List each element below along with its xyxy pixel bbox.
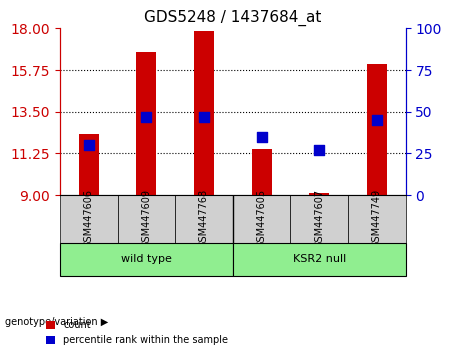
Point — [258, 134, 266, 139]
Text: GSM447607: GSM447607 — [314, 189, 324, 249]
Text: KSR2 null: KSR2 null — [293, 255, 346, 264]
FancyBboxPatch shape — [60, 195, 118, 243]
Text: GSM447749: GSM447749 — [372, 189, 382, 249]
Title: GDS5248 / 1437684_at: GDS5248 / 1437684_at — [144, 9, 321, 25]
FancyBboxPatch shape — [348, 195, 406, 243]
Bar — [367, 64, 387, 195]
Point — [200, 114, 207, 120]
FancyBboxPatch shape — [118, 195, 175, 243]
Point — [142, 114, 150, 120]
Text: GSM447609: GSM447609 — [142, 189, 151, 249]
FancyBboxPatch shape — [290, 195, 348, 243]
Bar — [79, 134, 99, 195]
FancyBboxPatch shape — [233, 195, 290, 243]
Text: wild type: wild type — [121, 255, 172, 264]
Bar — [309, 193, 329, 195]
Point — [315, 147, 323, 153]
Text: genotype/variation ▶: genotype/variation ▶ — [5, 317, 108, 327]
Text: GSM447768: GSM447768 — [199, 189, 209, 249]
Point — [373, 117, 381, 123]
Bar — [194, 31, 214, 195]
FancyBboxPatch shape — [60, 243, 233, 276]
FancyBboxPatch shape — [175, 195, 233, 243]
FancyBboxPatch shape — [233, 243, 406, 276]
Bar — [136, 52, 156, 195]
Text: GSM447606: GSM447606 — [84, 189, 94, 249]
Legend: count, percentile rank within the sample: count, percentile rank within the sample — [42, 316, 232, 349]
Bar — [252, 149, 272, 195]
Text: GSM447605: GSM447605 — [257, 189, 266, 249]
Point — [85, 142, 92, 148]
